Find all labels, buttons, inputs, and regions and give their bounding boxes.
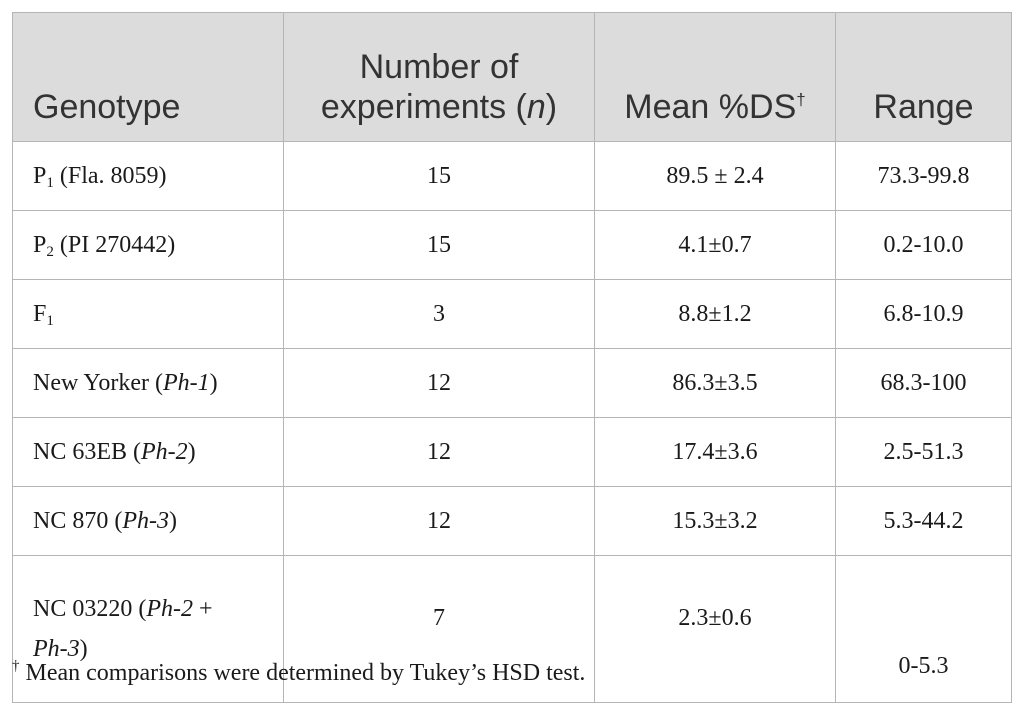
table-row: NC 63EB (Ph-2) 12 17.4±3.6 2.5-51.3: [12, 417, 1012, 487]
cell-genotype: P2 (PI 270442): [12, 210, 284, 280]
genotype-gene: Ph-2: [146, 596, 193, 622]
cell-n: 3: [283, 279, 595, 349]
cell-mean: 89.5 ± 2.4: [594, 141, 836, 211]
header-genotype: Genotype: [12, 12, 284, 142]
cell-range: 68.3-100: [835, 348, 1012, 418]
cell-n: 12: [283, 417, 595, 487]
genotype-gene-2: Ph-3: [33, 636, 80, 662]
data-table: Genotype Number of experiments (n) Mean %…: [12, 12, 1012, 703]
cell-range: 6.8-10.9: [835, 279, 1012, 349]
cell-genotype: NC 870 (Ph-3): [12, 486, 284, 556]
cell-range: 0.2-10.0: [835, 210, 1012, 280]
cell-genotype: NC 03220 (Ph-2 + Ph-3): [12, 555, 284, 703]
table-row: NC 870 (Ph-3) 12 15.3±3.2 5.3-44.2: [12, 486, 1012, 556]
genotype-subscript: 1: [46, 174, 54, 191]
cell-mean: 2.3±0.6: [594, 555, 836, 703]
header-number-line1: Number of: [359, 48, 519, 86]
table-row: NC 03220 (Ph-2 + Ph-3) 7 2.3±0.6 0-5.3: [12, 555, 1012, 703]
genotype-prefix: NC 870 (: [33, 507, 123, 534]
header-mean-dagger: †: [796, 90, 806, 109]
cell-mean: 17.4±3.6: [594, 417, 836, 487]
genotype-subscript: 2: [46, 243, 54, 260]
cell-range: 73.3-99.8: [835, 141, 1012, 211]
genotype-suffix: ): [169, 507, 177, 534]
header-row: Genotype Number of experiments (n) Mean %…: [12, 12, 1012, 142]
header-range-label: Range: [873, 88, 974, 126]
header-number-line2-suffix: ): [545, 88, 558, 126]
genotype-prefix: NC 03220 (: [33, 596, 147, 622]
cell-genotype: NC 63EB (Ph-2): [12, 417, 284, 487]
header-number-of-experiments: Number of experiments (n): [283, 12, 595, 142]
header-number-n: n: [526, 88, 546, 126]
cell-n: 15: [283, 210, 595, 280]
cell-n: 12: [283, 348, 595, 418]
genotype-suffix: (Fla. 8059): [53, 162, 167, 189]
cell-n: 12: [283, 486, 595, 556]
genotype-suffix: ): [209, 369, 218, 396]
cell-genotype: New Yorker (Ph-1): [12, 348, 284, 418]
cell-mean: 8.8±1.2: [594, 279, 836, 349]
footnote-dagger: †: [12, 658, 20, 674]
cell-range: 2.5-51.3: [835, 417, 1012, 487]
genotype-suffix: ): [79, 636, 88, 662]
genotype-gene: Ph-1: [162, 369, 210, 396]
header-genotype-label: Genotype: [33, 88, 181, 126]
genotype-prefix: P: [33, 231, 47, 258]
cell-mean: 4.1±0.7: [594, 210, 836, 280]
header-mean-ds: Mean %DS†: [594, 12, 836, 142]
cell-n: 15: [283, 141, 595, 211]
genotype-prefix: P: [33, 162, 47, 189]
table-row: P2 (PI 270442) 15 4.1±0.7 0.2-10.0: [12, 210, 1012, 280]
cell-range: 5.3-44.2: [835, 486, 1012, 556]
genotype-gene: Ph-2: [141, 438, 188, 465]
table-row: New Yorker (Ph-1) 12 86.3±3.5 68.3-100: [12, 348, 1012, 418]
header-number-line2-prefix: experiments (: [320, 88, 527, 126]
table-row: F1 3 8.8±1.2 6.8-10.9: [12, 279, 1012, 349]
genotype-plus: +: [193, 596, 213, 622]
cell-mean: 86.3±3.5: [594, 348, 836, 418]
table-row: P1 (Fla. 8059) 15 89.5 ± 2.4 73.3-99.8: [12, 141, 1012, 211]
cell-genotype: P1 (Fla. 8059): [12, 141, 284, 211]
cell-genotype: F1: [12, 279, 284, 349]
header-range: Range: [835, 12, 1012, 142]
genotype-suffix: ): [187, 438, 196, 465]
genotype-gene: Ph-3: [122, 507, 169, 534]
header-mean-label: Mean %DS: [624, 88, 797, 126]
footnote-text: Mean comparisons were determined by Tuke…: [25, 660, 586, 686]
genotype-prefix: F: [33, 300, 47, 327]
table-footnote: † Mean comparisons were determined by Tuk…: [12, 658, 586, 687]
genotype-suffix: (PI 270442): [53, 231, 176, 258]
genotype-subscript: 1: [46, 312, 54, 329]
genotype-prefix: New Yorker (: [33, 369, 163, 396]
cell-mean: 15.3±3.2: [594, 486, 836, 556]
cell-n: 7: [283, 555, 595, 703]
cell-range: 0-5.3: [835, 555, 1012, 703]
genotype-prefix: NC 63EB (: [33, 438, 141, 465]
